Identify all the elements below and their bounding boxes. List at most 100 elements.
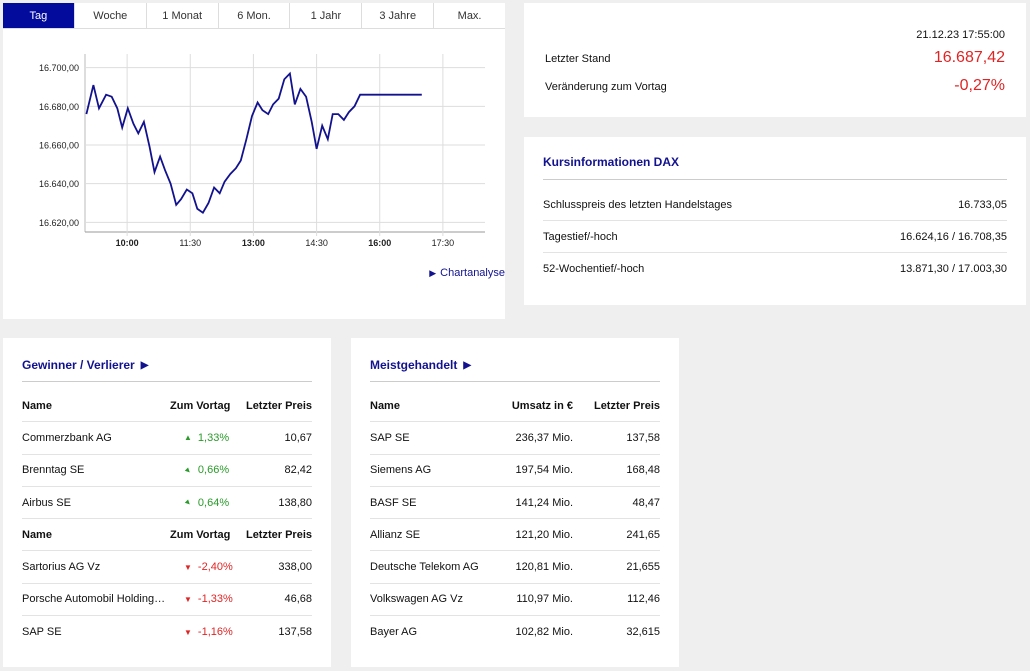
table-header: Name Zum Vortag Letzter Preis xyxy=(22,390,312,423)
stock-name[interactable]: Brenntag SE xyxy=(22,464,85,477)
price-cell: 241,65 xyxy=(626,528,660,541)
chartanalyse-link[interactable]: ▶ Chartanalyse xyxy=(429,267,505,279)
price-cell: 137,58 xyxy=(278,626,312,639)
x-axis: 10:00 11:30 13:00 14:30 16:00 17:30 xyxy=(116,238,455,248)
change-cell: ▼ -1,33% xyxy=(170,593,244,605)
stock-name[interactable]: Siemens AG xyxy=(370,464,432,477)
tab-max[interactable]: Max. xyxy=(434,3,506,28)
col-change: Zum Vortag xyxy=(170,528,231,541)
table-row[interactable]: Commerzbank AG ▲ 1,33% 10,67 xyxy=(22,422,312,455)
volume-cell: 110,97 Mio. xyxy=(516,593,573,606)
change-label: Veränderung zum Vortag xyxy=(545,81,667,93)
tab-woche[interactable]: Woche xyxy=(74,3,147,28)
movers-table: Name Zum Vortag Letzter Preis Commerzban… xyxy=(22,390,312,648)
y-axis: 16.700,00 16.680,00 16.660,00 16.640,00 16.6… xyxy=(39,63,79,228)
col-name: Name xyxy=(370,399,400,412)
tab-3-jahre[interactable]: 3 Jahre xyxy=(362,3,435,28)
col-change: Zum Vortag xyxy=(170,399,231,412)
divider xyxy=(370,381,660,382)
divider xyxy=(22,381,312,382)
table-row[interactable]: SAP SE 236,37 Mio. 137,58 xyxy=(370,422,660,455)
tab-1-jahr[interactable]: 1 Jahr xyxy=(290,3,363,28)
tab-tag[interactable]: Tag xyxy=(3,3,75,28)
table-row[interactable]: Porsche Automobil Holding… ▼ -1,33% 46,68 xyxy=(22,584,312,617)
change-value: -0,27% xyxy=(954,77,1005,94)
stock-name[interactable]: SAP SE xyxy=(370,431,410,444)
info-row-schlusspreis: Schlusspreis des letzten Handelstages 16… xyxy=(543,189,1007,221)
table-row[interactable]: Airbus SE ▼ 0,64% 138,80 xyxy=(22,487,312,520)
price-cell: 48,47 xyxy=(632,496,660,509)
change-row: Veränderung zum Vortag -0,27% xyxy=(545,77,1005,95)
table-row[interactable]: Bayer AG 102,82 Mio. 32,615 xyxy=(370,616,660,648)
volume-cell: 197,54 Mio. xyxy=(515,464,573,477)
stock-name[interactable]: SAP SE xyxy=(22,626,62,639)
kursinformationen-title: Kursinformationen DAX xyxy=(543,155,680,169)
table-row[interactable]: Sartorius AG Vz ▼ -2,40% 338,00 xyxy=(22,551,312,584)
most-traded-title-link[interactable]: Meistgehandelt ▶ xyxy=(370,358,471,372)
tab-6-mon[interactable]: 6 Mon. xyxy=(218,3,291,28)
movers-title: Gewinner / Verlierer xyxy=(22,358,135,372)
down-triangle-icon: ▼ xyxy=(184,627,192,637)
x-tick-label: 16:00 xyxy=(368,238,391,248)
table-row[interactable]: SAP SE ▼ -1,16% 137,58 xyxy=(22,616,312,648)
down-triangle-icon: ▼ xyxy=(184,562,192,572)
col-volume: Umsatz in € xyxy=(511,399,573,412)
change-value: 0,64% xyxy=(197,496,230,509)
volume-cell: 121,20 Mio. xyxy=(515,528,573,541)
volume-cell: 236,37 Mio. xyxy=(515,431,573,444)
last-price-value: 16.687,42 xyxy=(933,49,1005,66)
up-right-triangle-icon: ▼ xyxy=(181,496,194,509)
change-cell: ▼ -1,16% xyxy=(170,626,244,638)
stock-name[interactable]: Commerzbank AG xyxy=(22,431,112,444)
stock-name[interactable]: BASF SE xyxy=(370,496,417,509)
x-tick-label: 13:00 xyxy=(242,238,265,248)
play-arrow-icon: ▶ xyxy=(140,359,149,371)
stock-name[interactable]: Airbus SE xyxy=(22,496,71,509)
table-row[interactable]: Brenntag SE ▼ 0,66% 82,42 xyxy=(22,455,312,487)
tab-1-monat[interactable]: 1 Monat xyxy=(146,3,219,28)
price-cell: 82,42 xyxy=(284,464,312,477)
most-traded-title: Meistgehandelt xyxy=(370,358,458,372)
table-row[interactable]: Deutsche Telekom AG 120,81 Mio. 21,655 xyxy=(370,551,660,584)
y-tick-label: 16.620,00 xyxy=(39,218,79,228)
change-value: -1,16% xyxy=(197,626,233,639)
info-label: 52-Wochentief/-hoch xyxy=(543,263,645,275)
table-row[interactable]: Volkswagen AG Vz 110,97 Mio. 112,46 xyxy=(370,584,660,617)
volume-cell: 102,82 Mio. xyxy=(515,626,573,639)
divider xyxy=(543,179,1007,180)
price-cell: 338,00 xyxy=(278,561,312,574)
x-tick-label: 14:30 xyxy=(305,238,328,248)
stock-name[interactable]: Deutsche Telekom AG xyxy=(370,561,479,574)
col-name: Name xyxy=(22,399,52,412)
volume-cell: 120,81 Mio. xyxy=(515,561,573,574)
price-cell: 137,58 xyxy=(626,431,660,444)
chartanalyse-label: Chartanalyse xyxy=(440,267,505,279)
series-line xyxy=(85,71,422,214)
price-cell: 32,615 xyxy=(626,626,660,639)
price-cell: 46,68 xyxy=(284,593,312,606)
price-cell: 10,67 xyxy=(284,431,312,444)
table-row[interactable]: BASF SE 141,24 Mio. 48,47 xyxy=(370,487,660,520)
kursinformationen-card: Kursinformationen DAX Schlusspreis des l… xyxy=(524,137,1026,305)
quote-card: 21.12.23 17:55:00 Letzter Stand 16.687,4… xyxy=(524,3,1026,117)
stock-name[interactable]: Volkswagen AG Vz xyxy=(370,593,463,606)
play-arrow-icon: ▶ xyxy=(463,359,472,371)
stock-name[interactable]: Allianz SE xyxy=(370,528,421,541)
stock-name[interactable]: Porsche Automobil Holding… xyxy=(22,593,166,606)
table-row[interactable]: Allianz SE 121,20 Mio. 241,65 xyxy=(370,519,660,552)
price-cell: 112,46 xyxy=(627,593,660,606)
table-header: Name Zum Vortag Letzter Preis xyxy=(22,519,312,552)
y-tick-label: 16.660,00 xyxy=(39,141,79,151)
price-cell: 168,48 xyxy=(626,464,660,477)
change-cell: ▼ -2,40% xyxy=(170,561,244,573)
x-tick-label: 11:30 xyxy=(179,238,201,248)
table-row[interactable]: Siemens AG 197,54 Mio. 168,48 xyxy=(370,455,660,487)
info-label: Schlusspreis des letzten Handelstages xyxy=(543,198,732,211)
movers-title-link[interactable]: Gewinner / Verlierer ▶ xyxy=(22,358,148,372)
stock-name[interactable]: Bayer AG xyxy=(370,626,418,639)
stock-name[interactable]: Sartorius AG Vz xyxy=(22,561,101,574)
quote-timestamp: 21.12.23 17:55:00 xyxy=(916,29,1005,41)
info-label: Tagestief/-hoch xyxy=(543,230,618,243)
col-price: Letzter Preis xyxy=(593,399,660,412)
most-traded-table: Name Umsatz in € Letzter Preis SAP SE 23… xyxy=(370,390,660,648)
